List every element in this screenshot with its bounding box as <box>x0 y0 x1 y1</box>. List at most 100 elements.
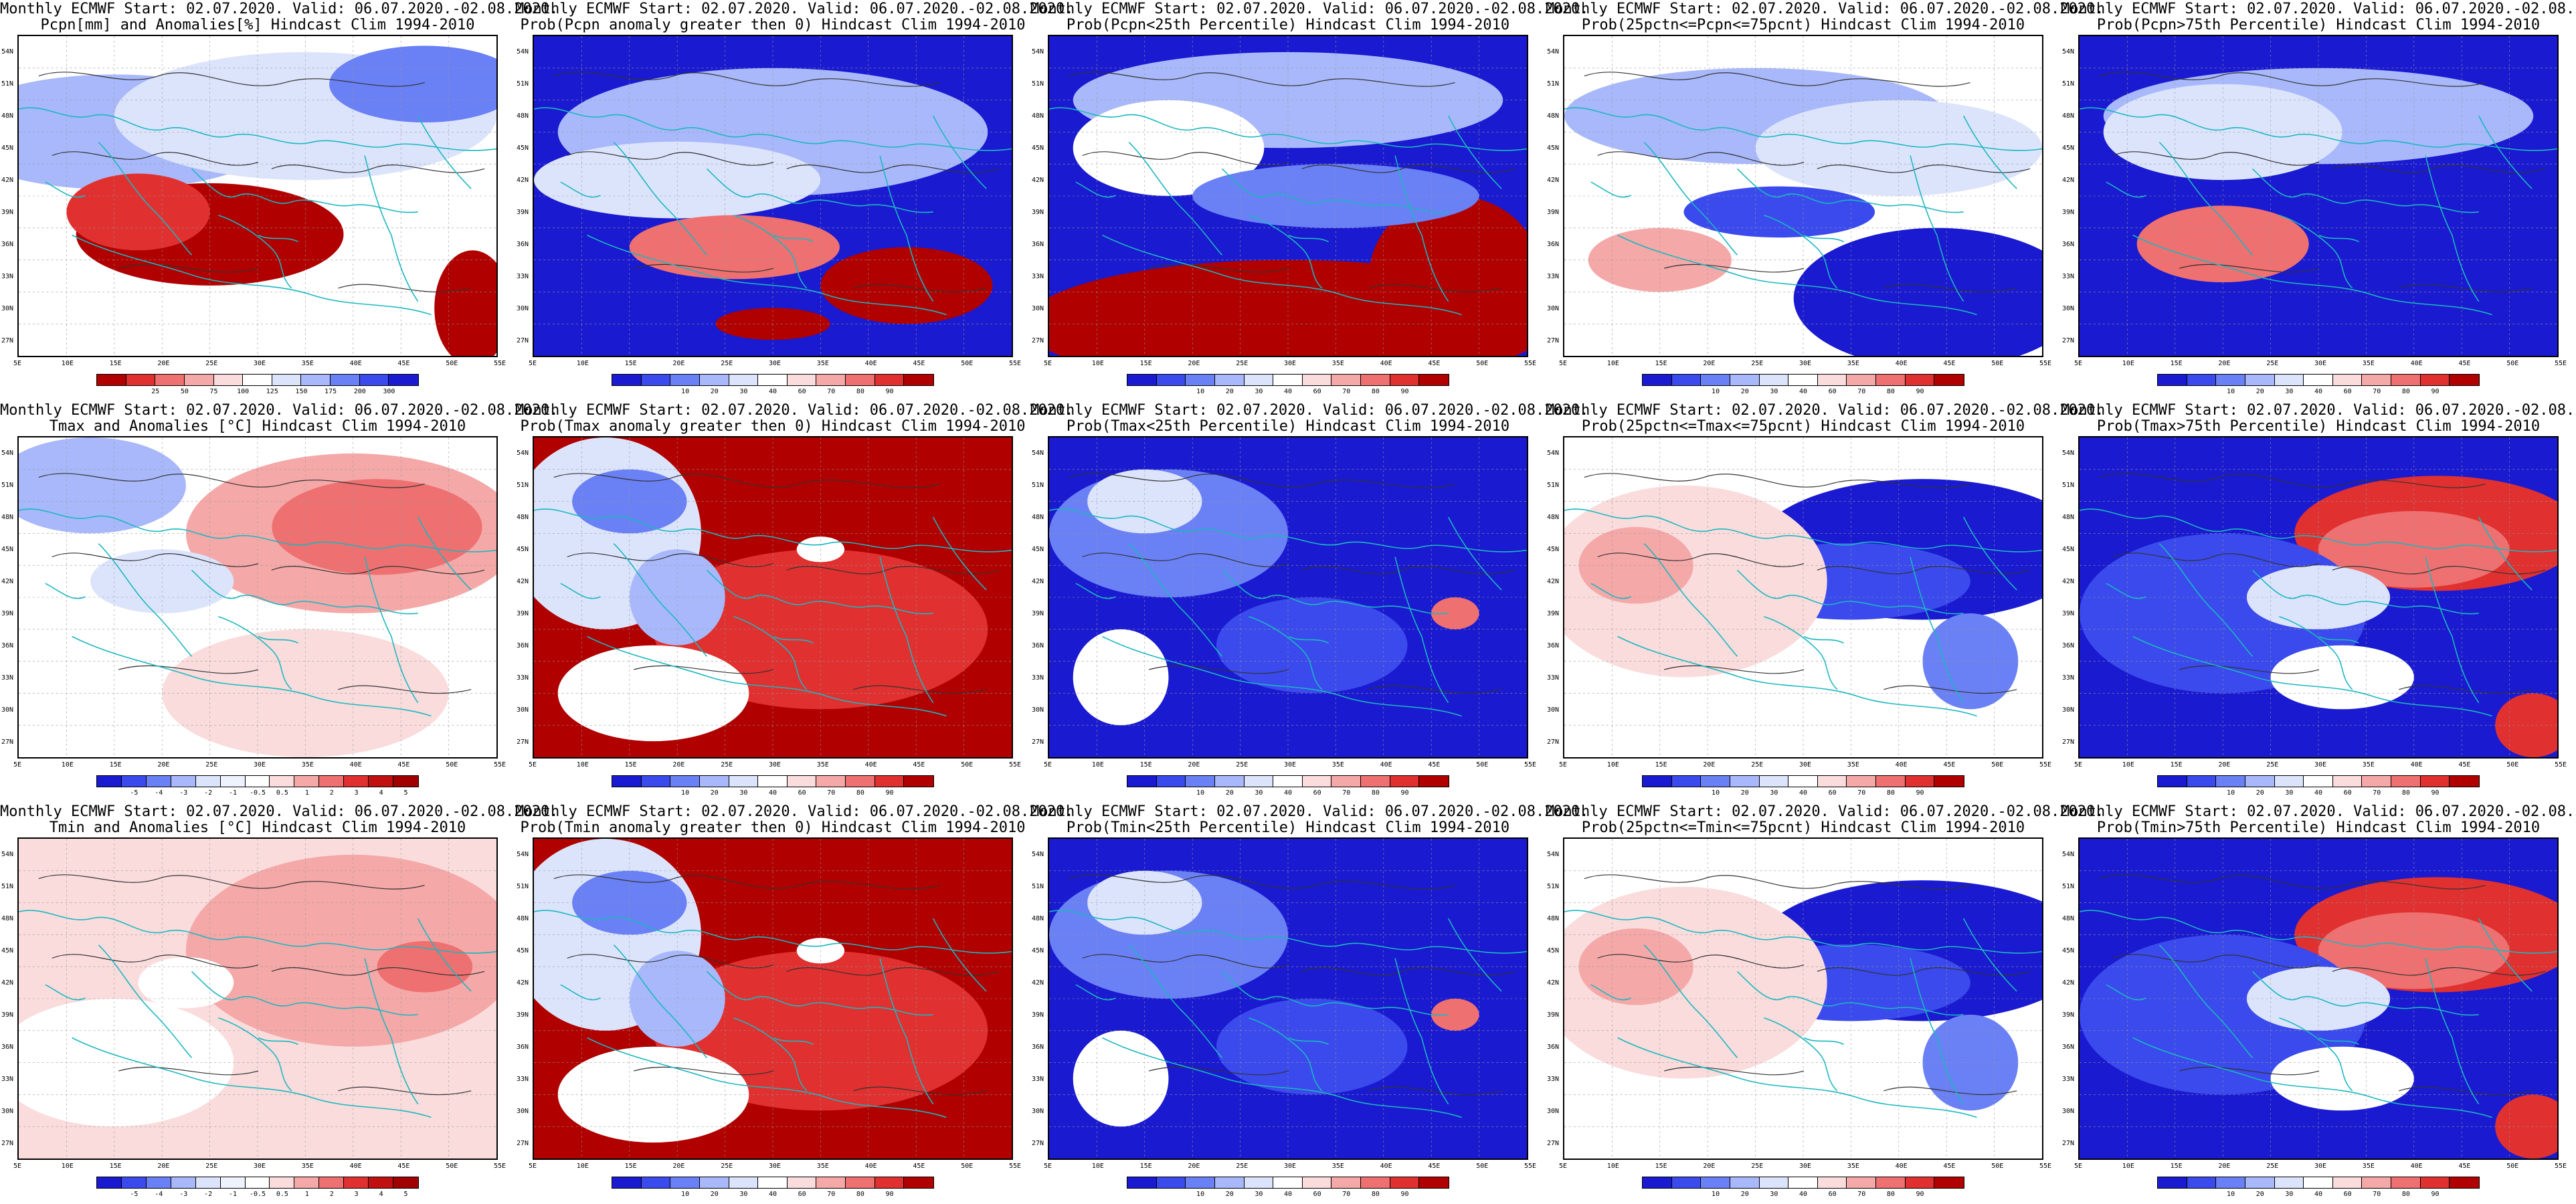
latitude-label: 39N <box>1547 209 1560 216</box>
colorbar-label: 60 <box>1828 789 1837 797</box>
latitude-label: 48N <box>1 514 14 521</box>
colorbar <box>2156 1177 2480 1189</box>
latitude-label: 30N <box>517 1108 529 1115</box>
longitude-label: 20E <box>1188 1163 1200 1170</box>
colorbar-segment <box>728 775 759 787</box>
colorbar-segment <box>670 1177 701 1189</box>
latitude-label: 39N <box>517 610 529 617</box>
longitude-label: 55E <box>2555 360 2567 367</box>
longitude-label: 25E <box>721 1163 733 1170</box>
latitude-label: 51N <box>1 883 14 890</box>
latitude-label: 48N <box>2062 514 2075 521</box>
coastline <box>2080 107 2557 316</box>
latitude-label: 39N <box>1032 209 1044 216</box>
longitude-label: 20E <box>157 761 170 769</box>
longitude-label: 20E <box>1188 360 1200 367</box>
longitude-label: 55E <box>494 360 507 367</box>
colorbar-segment <box>670 775 701 787</box>
longitude-label: 30E <box>2314 761 2327 769</box>
longitude-label: 35E <box>816 360 829 367</box>
colorbar-label: -4 <box>155 789 163 797</box>
longitude-label: 55E <box>1009 360 1022 367</box>
colorbar-segment <box>2332 775 2363 787</box>
colorbar-segment <box>1418 775 1450 787</box>
longitude-label: 45E <box>913 360 925 367</box>
latitude-label: 45N <box>2062 546 2075 553</box>
longitude-label: 45E <box>1428 1163 1441 1170</box>
colorbar-label: 80 <box>1371 388 1380 395</box>
panel-title-line2: Prob(Pcpn<25th Percentile) Hindcast Clim… <box>1066 17 1510 33</box>
longitude-label: 40E <box>864 360 877 367</box>
field-region <box>2136 205 2309 283</box>
longitude-label: 30E <box>1284 761 1297 769</box>
field-region <box>820 247 993 324</box>
longitude-label: 10E <box>61 1163 74 1170</box>
panel-title-line2: Tmin and Anomalies [°C] Hindcast Clim 19… <box>49 819 466 836</box>
field-region <box>572 469 687 534</box>
latitude-label: 33N <box>1032 273 1044 280</box>
longitude-label: 20E <box>157 1163 170 1170</box>
colorbar-segment <box>393 1177 420 1189</box>
longitude-label: 20E <box>2218 1163 2231 1170</box>
longitude-label: 15E <box>1655 1163 1667 1170</box>
colorbar-segment <box>1243 374 1275 386</box>
colorbar-segment <box>1389 775 1420 787</box>
colorbar-label: 80 <box>2401 388 2410 395</box>
latitude-label: 51N <box>517 80 529 88</box>
colorbar-label: 80 <box>856 1191 864 1198</box>
colorbar-segment <box>2361 374 2393 386</box>
colorbar-label: 5 <box>403 1191 408 1198</box>
latitude-label: 33N <box>2062 1076 2075 1083</box>
latitude-label: 51N <box>2062 883 2075 890</box>
panel-title-line2: Prob(Pcpn anomaly greater then 0) Hindca… <box>520 17 1026 33</box>
colorbar-label: 10 <box>681 789 690 797</box>
longitude-label: 50E <box>1991 761 2004 769</box>
longitude-label: 45E <box>2458 1163 2471 1170</box>
longitude-label: 45E <box>1943 761 1956 769</box>
latitude-label: 27N <box>2062 738 2075 746</box>
colorbar-label: 80 <box>856 388 864 395</box>
latitude-label: 30N <box>1032 1108 1044 1115</box>
colorbar-label: 30 <box>1255 1191 1263 1198</box>
longitude-label: 50E <box>961 1163 974 1170</box>
colorbar-segment <box>1788 1177 1819 1189</box>
longitude-label: 35E <box>1847 360 1859 367</box>
coastline <box>1049 508 1527 717</box>
latitude-label: 39N <box>1 1011 14 1019</box>
colorbar <box>1126 775 1450 787</box>
map-area <box>17 436 498 759</box>
colorbar-segment <box>2449 775 2480 787</box>
map-field <box>1564 839 2042 1159</box>
colorbar-segment <box>611 775 643 787</box>
longitude-label: 40E <box>864 761 877 769</box>
colorbar-label: 40 <box>2314 388 2323 395</box>
colorbar-segment <box>1817 775 1848 787</box>
colorbar-label: 20 <box>1225 388 1234 395</box>
latitude-label: 27N <box>1 337 14 344</box>
colorbar-label: 90 <box>2431 388 2440 395</box>
longitude-label: 25E <box>1751 1163 1764 1170</box>
map-field <box>1564 437 2042 757</box>
longitude-label: 20E <box>2218 360 2231 367</box>
latitude-label: 27N <box>2062 1140 2075 1147</box>
latitude-label: 36N <box>1032 1043 1044 1051</box>
colorbar-label: 60 <box>1313 1191 1321 1198</box>
colorbar-label: -2 <box>204 1191 213 1198</box>
colorbar-label: 10 <box>2227 789 2235 797</box>
colorbar-segment <box>213 374 244 386</box>
latitude-label: 42N <box>517 177 529 184</box>
colorbar-segment <box>1671 775 1702 787</box>
longitude-label: 15E <box>109 360 122 367</box>
colorbar-segment <box>1185 374 1216 386</box>
map-panel-12: Monthly ECMWF Start: 02.07.2020. Valid: … <box>515 803 1073 1204</box>
colorbar-label: 70 <box>1857 789 1866 797</box>
coastline <box>534 107 1012 316</box>
latitude-label: 27N <box>1032 738 1044 746</box>
colorbar-segment <box>874 1177 905 1189</box>
colorbar-label: 60 <box>2343 1191 2352 1198</box>
colorbar-label: 80 <box>856 789 864 797</box>
latitude-label: 48N <box>1547 514 1560 521</box>
colorbar-segment <box>1875 1177 1907 1189</box>
colorbar-segment <box>1418 374 1450 386</box>
colorbar-segment <box>1126 775 1158 787</box>
